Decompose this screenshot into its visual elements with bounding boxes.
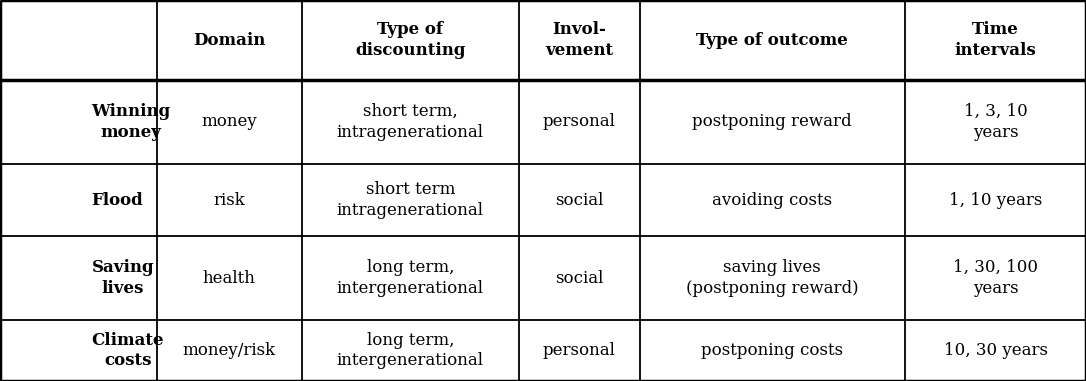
Text: saving lives
(postponing reward): saving lives (postponing reward) xyxy=(686,259,859,297)
Text: money/risk: money/risk xyxy=(182,342,276,359)
Text: social: social xyxy=(555,192,604,208)
Text: short term,
intragenerational: short term, intragenerational xyxy=(337,103,483,141)
Text: Domain: Domain xyxy=(193,32,265,48)
Text: 10, 30 years: 10, 30 years xyxy=(944,342,1048,359)
Text: Winning
money: Winning money xyxy=(91,103,171,141)
Text: 1, 3, 10
years: 1, 3, 10 years xyxy=(963,103,1027,141)
Text: postponing reward: postponing reward xyxy=(693,114,853,130)
Text: health: health xyxy=(203,270,255,287)
Text: Invol-
vement: Invol- vement xyxy=(545,21,614,59)
Text: 1, 10 years: 1, 10 years xyxy=(949,192,1043,208)
Text: long term,
intergenerational: long term, intergenerational xyxy=(337,259,483,297)
Text: Type of outcome: Type of outcome xyxy=(696,32,848,48)
Text: Saving
lives: Saving lives xyxy=(91,259,154,297)
Text: Time
intervals: Time intervals xyxy=(955,21,1036,59)
Text: personal: personal xyxy=(543,114,616,130)
Text: social: social xyxy=(555,270,604,287)
Text: Climate
costs: Climate costs xyxy=(91,331,164,370)
Text: 1, 30, 100
years: 1, 30, 100 years xyxy=(954,259,1038,297)
Text: postponing costs: postponing costs xyxy=(702,342,844,359)
Text: money: money xyxy=(201,114,257,130)
Text: Type of
discounting: Type of discounting xyxy=(355,21,466,59)
Text: Flood: Flood xyxy=(91,192,143,208)
Text: risk: risk xyxy=(213,192,245,208)
Text: short term
intragenerational: short term intragenerational xyxy=(337,181,483,219)
Text: long term,
intergenerational: long term, intergenerational xyxy=(337,331,483,370)
Text: avoiding costs: avoiding costs xyxy=(712,192,832,208)
Text: personal: personal xyxy=(543,342,616,359)
